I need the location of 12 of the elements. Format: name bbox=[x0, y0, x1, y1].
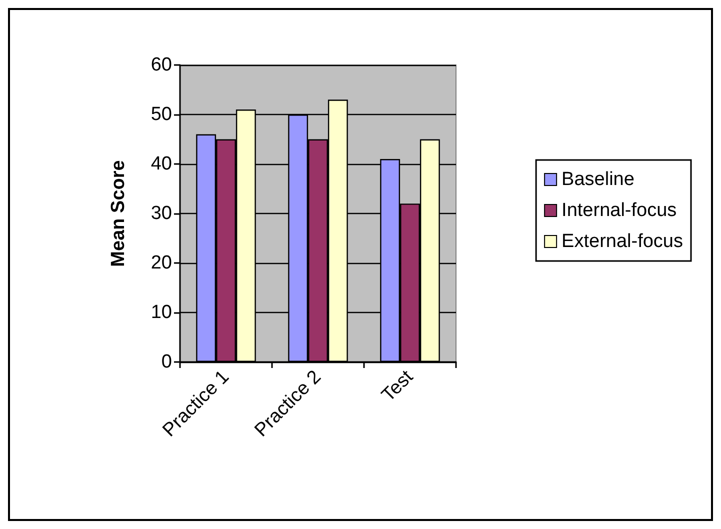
y-tick-label: 0 bbox=[161, 352, 172, 372]
y-tick-label: 20 bbox=[150, 252, 172, 274]
y-tick-label: 10 bbox=[150, 302, 172, 323]
y-tick-label: 60 bbox=[150, 54, 172, 76]
legend-label: External-focus bbox=[562, 231, 684, 252]
legend-label: Internal-focus bbox=[562, 200, 677, 221]
y-tick-label: 50 bbox=[150, 104, 172, 125]
y-tick-label: 40 bbox=[150, 154, 172, 174]
y-tick-label: 30 bbox=[150, 203, 172, 224]
y-axis-title: Mean Score bbox=[108, 160, 129, 267]
legend-label: Baseline bbox=[562, 169, 634, 190]
x-tick-label: Test bbox=[378, 366, 418, 406]
